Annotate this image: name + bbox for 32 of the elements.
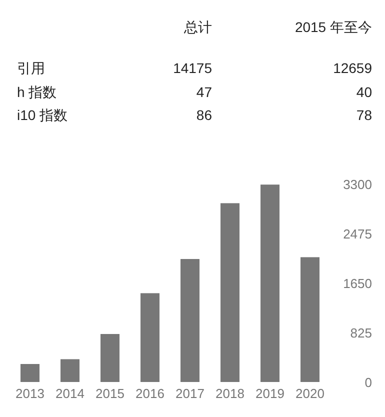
- text: 总计: [183, 19, 212, 35]
- y-tick-label: 3300: [343, 177, 372, 192]
- data-label: 78: [356, 107, 372, 123]
- y-tick-label: 1650: [343, 276, 372, 291]
- data-label: 14175: [173, 60, 212, 76]
- y-tick-label: 825: [350, 326, 372, 340]
- category-label: h 指数: [17, 84, 57, 100]
- bar: [60, 359, 80, 382]
- data-label: 12659: [333, 60, 372, 76]
- x-tick-label: 2019: [256, 386, 284, 401]
- text: 2015 年至今: [294, 19, 372, 35]
- bar: [140, 293, 160, 382]
- bar: [300, 257, 320, 382]
- x-tick-label: 2015: [96, 386, 124, 401]
- bar: [20, 364, 40, 382]
- bar: [100, 334, 120, 382]
- bar: [180, 259, 200, 382]
- x-tick-label: 2017: [176, 386, 204, 401]
- x-tick-label: 2020: [296, 386, 324, 401]
- bar: [220, 203, 240, 382]
- bar: [260, 184, 280, 382]
- data-label: 47: [196, 84, 212, 100]
- y-tick-label: 2475: [343, 226, 372, 242]
- category-label: i10 指数: [17, 107, 68, 123]
- category-label: 引用: [17, 60, 45, 76]
- y-tick-label: 0: [364, 375, 372, 390]
- data-label: 86: [196, 107, 212, 123]
- data-label: 40: [356, 84, 372, 100]
- x-tick-label: 2016: [136, 386, 164, 401]
- x-tick-label: 2014: [56, 386, 84, 401]
- x-tick-label: 2013: [16, 386, 44, 401]
- x-tick-label: 2018: [216, 386, 244, 401]
